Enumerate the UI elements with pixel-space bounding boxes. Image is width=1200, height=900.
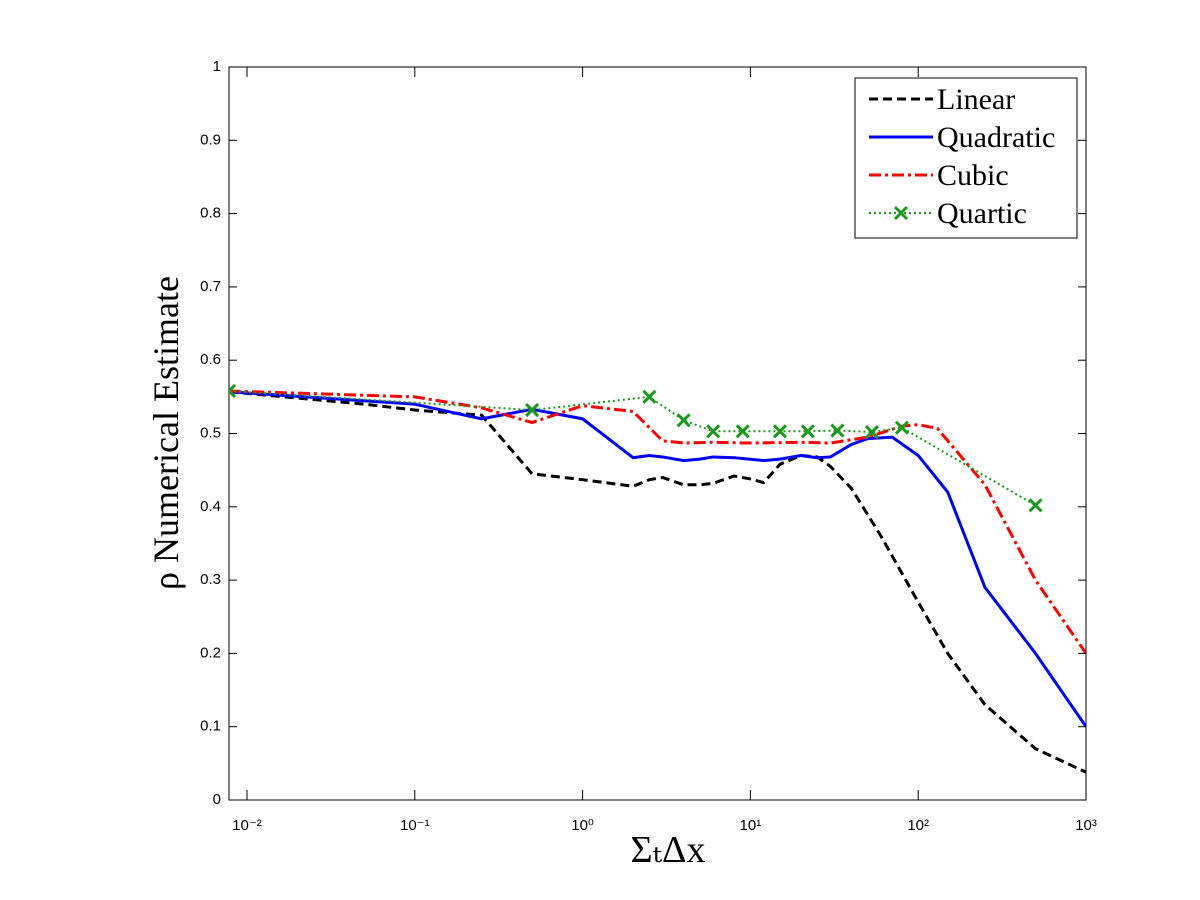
marker — [706, 424, 721, 439]
legend-label: Quadratic — [937, 121, 1055, 154]
x-tick-label: 10² — [907, 817, 929, 834]
plot-lines — [229, 383, 1086, 774]
y-tick-label: 1 — [213, 58, 221, 75]
x-axis-label: ΣₜΔx — [631, 829, 706, 871]
x-tick-label: 10³ — [1075, 817, 1097, 834]
y-tick-label: 0.1 — [200, 718, 221, 735]
marker — [1028, 498, 1043, 513]
y-tick-label: 0.2 — [200, 644, 221, 661]
marker — [735, 424, 750, 439]
y-tick-label: 0.9 — [200, 131, 221, 148]
y-tick-label: 0.8 — [200, 205, 221, 222]
legend-label: Quartic — [937, 197, 1027, 230]
x-tick-label: 10⁻¹ — [400, 817, 430, 834]
x-tick-label: 10⁰ — [571, 817, 594, 834]
y-tick-label: 0.7 — [200, 278, 221, 295]
legend-label: Cubic — [937, 159, 1009, 192]
x-tick-label: 10⁻² — [232, 817, 262, 834]
y-tick-label: 0.3 — [200, 571, 221, 588]
marker — [894, 420, 909, 435]
marker — [830, 423, 845, 438]
legend-label: Linear — [937, 83, 1015, 116]
y-tick-label: 0.6 — [200, 351, 221, 368]
marker — [525, 402, 540, 418]
y-axis-label: ρ Numerical Estimate — [146, 276, 186, 590]
marker — [864, 424, 879, 440]
marker — [800, 424, 815, 439]
y-tick-label: 0 — [213, 791, 221, 808]
x-tick-label: 10¹ — [740, 817, 762, 834]
series-line — [229, 389, 1086, 655]
series-line — [229, 390, 1086, 774]
marker — [676, 413, 691, 428]
y-tick-label: 0.5 — [200, 424, 221, 441]
y-tick-label: 0.4 — [200, 498, 221, 515]
marker — [642, 389, 657, 404]
marker — [229, 383, 237, 399]
legend-box — [854, 77, 1078, 239]
series-line — [229, 390, 1086, 728]
legend-marker — [893, 205, 909, 221]
legend: Linear Quadratic Cubic Quartic — [854, 77, 1078, 239]
marker — [772, 424, 788, 439]
